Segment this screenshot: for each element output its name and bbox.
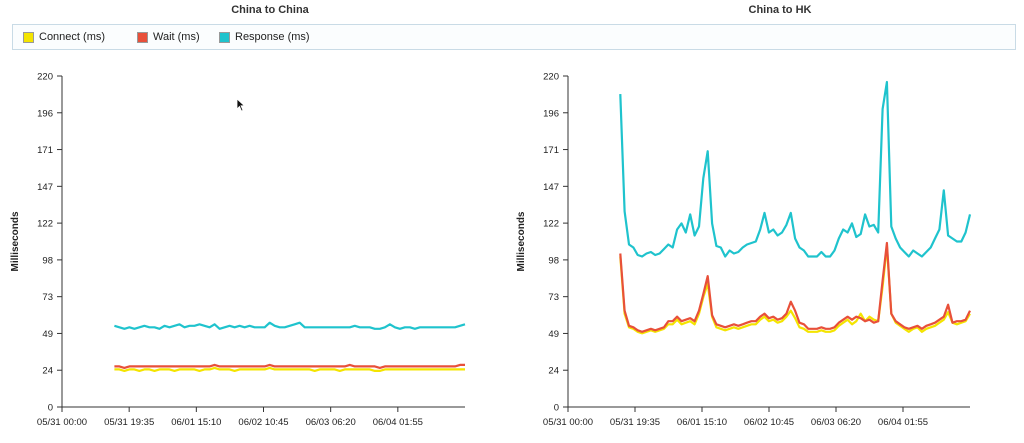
series-line-response: [114, 321, 466, 330]
legend: Connect (ms) Wait (ms) Response (ms): [12, 24, 1016, 50]
chart-title-left: China to China: [231, 4, 309, 16]
x-tick-label: 06/03 06:20: [306, 417, 356, 428]
y-tick-label: 220: [543, 72, 559, 83]
x-tick-label: 05/31 19:35: [610, 417, 660, 428]
legend-label-wait: Wait (ms): [153, 31, 200, 43]
mouse-pointer-icon: [236, 98, 246, 112]
x-tick-label: 05/31 19:35: [104, 417, 154, 428]
y-tick-label: 196: [543, 108, 559, 119]
y-tick-label: 122: [37, 219, 53, 230]
series-line-connect: [619, 244, 971, 335]
legend-swatch-response: [219, 31, 230, 43]
y-tick-label: 0: [48, 403, 53, 414]
y-axis-title: Milliseconds: [10, 211, 21, 271]
x-tick-label: 05/31 00:00: [543, 417, 593, 428]
legend-label-connect: Connect (ms): [39, 31, 106, 43]
y-tick-label: 73: [548, 292, 559, 303]
series-line-connect: [114, 366, 465, 372]
x-tick-label: 06/01 15:10: [171, 417, 221, 428]
x-tick-label: 05/31 00:00: [37, 417, 87, 428]
legend-item-wait[interactable]: Wait (ms): [137, 31, 200, 43]
series-line-wait: [114, 363, 465, 369]
y-tick-label: 98: [42, 255, 53, 266]
chart-title-right: China to HK: [748, 4, 812, 16]
legend-item-response[interactable]: Response (ms): [219, 31, 310, 43]
y-tick-label: 0: [554, 403, 559, 414]
y-tick-label: 122: [543, 219, 559, 230]
legend-label-response: Response (ms): [235, 31, 310, 43]
x-tick-label: 06/02 10:45: [744, 417, 794, 428]
legend-swatch-wait: [137, 31, 148, 43]
x-tick-label: 06/04 01:55: [878, 417, 928, 428]
x-tick-label: 06/03 06:20: [811, 417, 861, 428]
series-line-response: [619, 80, 972, 258]
y-tick-label: 73: [42, 292, 53, 303]
y-tick-label: 171: [543, 145, 559, 156]
y-tick-label: 147: [543, 182, 559, 193]
y-tick-label: 147: [37, 182, 53, 193]
y-tick-label: 49: [548, 329, 559, 340]
y-tick-label: 24: [42, 366, 53, 377]
x-tick-label: 06/01 15:10: [677, 417, 727, 428]
y-tick-label: 196: [37, 108, 53, 119]
legend-swatch-connect: [23, 31, 34, 43]
y-axis-title: Milliseconds: [516, 211, 527, 271]
y-tick-label: 171: [37, 145, 53, 156]
y-tick-label: 220: [37, 72, 53, 83]
y-tick-label: 98: [548, 255, 559, 266]
series-line-wait: [619, 241, 971, 333]
x-tick-label: 06/04 01:55: [373, 417, 423, 428]
y-tick-label: 24: [548, 366, 559, 377]
legend-item-connect[interactable]: Connect (ms): [23, 31, 105, 43]
y-tick-label: 49: [42, 329, 53, 340]
x-tick-label: 06/02 10:45: [238, 417, 288, 428]
